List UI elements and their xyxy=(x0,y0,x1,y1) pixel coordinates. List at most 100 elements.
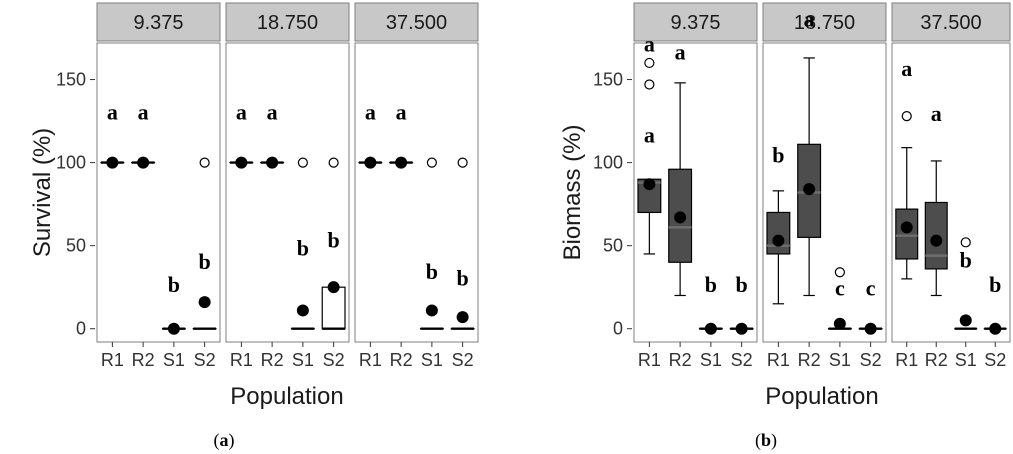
box-group-s2: c S2 xyxy=(858,275,883,370)
significance-letter: b xyxy=(736,272,748,297)
mean-point xyxy=(456,311,469,324)
significance-letter: a xyxy=(138,99,149,124)
y-axis-title: Biomass (%) xyxy=(559,124,586,260)
facet-strip-label: 9.375 xyxy=(133,12,183,34)
mean-point xyxy=(235,156,248,169)
x-tick-label: S1 xyxy=(421,350,443,370)
facet-plot-area xyxy=(762,42,887,343)
significance-letter: b xyxy=(705,272,717,297)
significance-letter: a xyxy=(396,99,407,124)
mean-point xyxy=(803,183,816,196)
box-group-r1: a a R1 xyxy=(637,31,662,370)
significance-letter: a xyxy=(365,99,376,124)
box-group-s2: b S2 xyxy=(729,272,754,370)
facet-strip-label: 9.375 xyxy=(670,12,720,34)
mean-point xyxy=(198,296,211,309)
x-tick-label: S2 xyxy=(731,350,753,370)
x-axis-title: Population xyxy=(765,383,878,410)
x-tick-label: R1 xyxy=(230,350,253,370)
facet-strip xyxy=(633,2,758,42)
mean-point xyxy=(137,156,150,169)
box-group-r2: a R2 xyxy=(260,99,285,370)
outlier-point xyxy=(834,267,845,278)
x-tick-label: S2 xyxy=(860,350,882,370)
box-group-r1: a R1 xyxy=(358,99,383,370)
box-group-s2: b S2 xyxy=(983,272,1007,370)
box-group-s1: b S1 xyxy=(954,237,978,370)
significance-letter: b xyxy=(989,272,1001,297)
x-tick-label: R2 xyxy=(669,350,692,370)
mean-point xyxy=(864,322,877,335)
mean-point xyxy=(900,221,913,234)
mean-point xyxy=(395,156,408,169)
box-group-r2: a R2 xyxy=(924,101,948,370)
outlier-point xyxy=(426,157,437,168)
facet-panel: 37.500 a R1 a R2 b S1 b S2 xyxy=(891,2,1011,370)
caption-close: ) xyxy=(771,430,777,451)
outlier-point xyxy=(960,237,971,248)
panel-caption: (a) xyxy=(214,430,235,451)
panel-caption: (b) xyxy=(755,430,777,451)
outlier-point xyxy=(901,110,912,122)
mean-point xyxy=(364,156,377,169)
box-group-s2: b S2 xyxy=(450,157,475,370)
box-group-s2: b S2 xyxy=(321,157,346,370)
facet-plot-area xyxy=(891,42,1011,343)
significance-letter: b xyxy=(199,249,211,274)
facet-strip-label: 37.500 xyxy=(920,12,981,34)
box xyxy=(321,286,346,330)
significance-letter: a xyxy=(267,99,278,124)
y-tick-label: 0 xyxy=(76,319,86,339)
box-group-s1: b S1 xyxy=(290,157,315,370)
x-tick-label: R2 xyxy=(261,350,284,370)
box-group-s1: c S1 xyxy=(827,267,852,370)
mean-point xyxy=(425,304,438,317)
facet-panel: 18.750 a R1 a R2 b S1 b S2 xyxy=(225,2,350,370)
outlier-point xyxy=(457,157,468,168)
mean-point xyxy=(643,178,656,191)
mean-point xyxy=(989,322,1002,335)
facet-panel: 18.750 b R1 a R2 c S1 c S2 xyxy=(762,2,887,370)
x-axis-title: Population xyxy=(230,383,343,410)
box-group-s1: b S1 xyxy=(698,272,723,370)
y-tick-label: 50 xyxy=(603,236,623,256)
caption-close: ) xyxy=(229,430,235,451)
x-tick-label: S1 xyxy=(829,350,851,370)
x-tick-label: R2 xyxy=(390,350,413,370)
significance-letter: c xyxy=(835,275,845,300)
mean-point xyxy=(833,317,846,330)
significance-letter: b xyxy=(426,259,438,284)
y-tick-label: 150 xyxy=(56,70,86,90)
mean-point xyxy=(167,322,180,335)
x-tick-label: S2 xyxy=(323,350,345,370)
x-tick-label: R2 xyxy=(925,350,948,370)
y-tick-label: 100 xyxy=(56,153,86,173)
box-group-r2: a R2 xyxy=(389,99,414,370)
x-tick-label: R2 xyxy=(798,350,821,370)
outlier-point xyxy=(644,79,655,90)
mean-point xyxy=(327,281,340,294)
box-group-r1: a R1 xyxy=(229,99,254,370)
box-group-r1: b R1 xyxy=(766,143,791,370)
x-tick-label: S1 xyxy=(163,350,185,370)
box-group-r1: a R1 xyxy=(895,56,919,370)
significance-letter: c xyxy=(866,275,876,300)
x-tick-label: R1 xyxy=(638,350,661,370)
facet-strip-label: 37.500 xyxy=(386,12,447,34)
significance-letter: b xyxy=(328,227,340,252)
caption-letter: a xyxy=(220,430,229,450)
mean-point xyxy=(296,304,309,317)
x-tick-label: S2 xyxy=(984,350,1006,370)
significance-letter: a xyxy=(107,99,118,124)
facet-strip xyxy=(762,2,887,42)
facet-strip xyxy=(354,2,479,42)
x-tick-label: S2 xyxy=(452,350,474,370)
facet-panel: 9.375 a R1 a R2 b S1 b S2 xyxy=(96,2,221,370)
mean-point xyxy=(959,314,972,327)
outlier-point xyxy=(644,57,655,69)
box-group-s1: b S1 xyxy=(419,157,444,370)
facet-panel: 37.500 a R1 a R2 b S1 b S2 xyxy=(354,2,479,370)
